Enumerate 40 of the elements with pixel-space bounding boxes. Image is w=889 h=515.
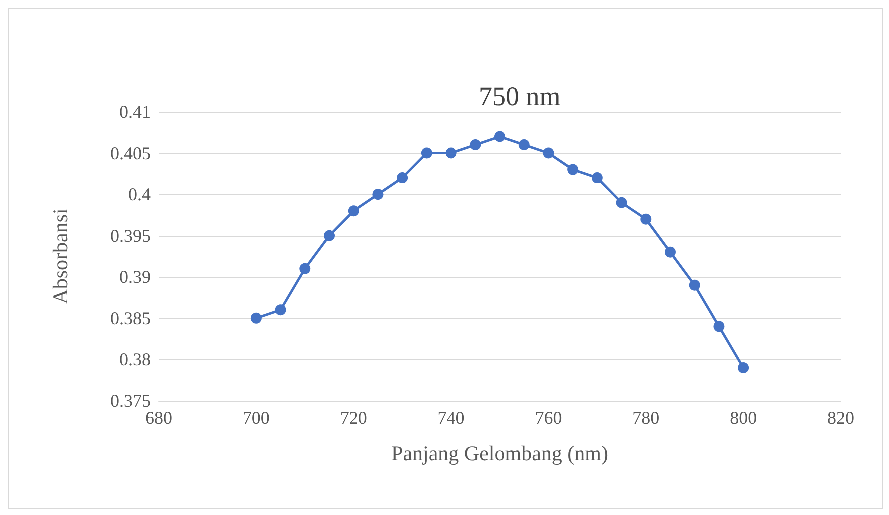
point bbox=[348, 206, 360, 217]
point bbox=[372, 189, 384, 200]
point bbox=[543, 148, 554, 159]
x-axis-title: Panjang Gelombang (nm) bbox=[392, 442, 608, 466]
point bbox=[738, 362, 750, 374]
x-tick-label: 740 bbox=[438, 408, 465, 428]
point bbox=[568, 164, 579, 176]
point bbox=[714, 321, 725, 332]
point bbox=[446, 148, 457, 159]
y-axis-title: Absorbansi bbox=[48, 208, 72, 304]
point bbox=[494, 131, 506, 142]
point bbox=[518, 140, 530, 151]
y-tick-label: 0.375 bbox=[110, 391, 151, 411]
point bbox=[640, 214, 652, 225]
y-tick-label: 0.39 bbox=[120, 267, 151, 288]
point bbox=[665, 246, 676, 258]
point bbox=[421, 148, 432, 159]
x-tick-label: 760 bbox=[535, 408, 562, 428]
point bbox=[397, 172, 408, 184]
y-tick-label: 0.405 bbox=[110, 143, 151, 164]
y-tick-label: 0.395 bbox=[110, 226, 151, 246]
x-tick-label: 700 bbox=[242, 408, 270, 428]
x-tick-label: 680 bbox=[146, 408, 172, 428]
point bbox=[470, 140, 482, 151]
x-tick-label: 800 bbox=[730, 408, 758, 428]
y-tick-label: 0.385 bbox=[110, 308, 151, 328]
x-tick-label: 820 bbox=[828, 408, 854, 428]
text: 750 nm bbox=[479, 82, 561, 112]
point bbox=[689, 280, 700, 291]
point bbox=[324, 230, 335, 242]
x-tick-label: 720 bbox=[340, 408, 368, 428]
y-tick-label: 0.38 bbox=[120, 350, 151, 370]
point bbox=[592, 172, 603, 184]
point bbox=[275, 304, 286, 316]
y-tick-label: 0.4 bbox=[128, 184, 151, 205]
y-tick-label: 0.41 bbox=[120, 102, 151, 122]
point bbox=[300, 263, 311, 274]
x-tick-label: 780 bbox=[632, 408, 660, 428]
point bbox=[250, 312, 262, 324]
point bbox=[616, 197, 628, 208]
